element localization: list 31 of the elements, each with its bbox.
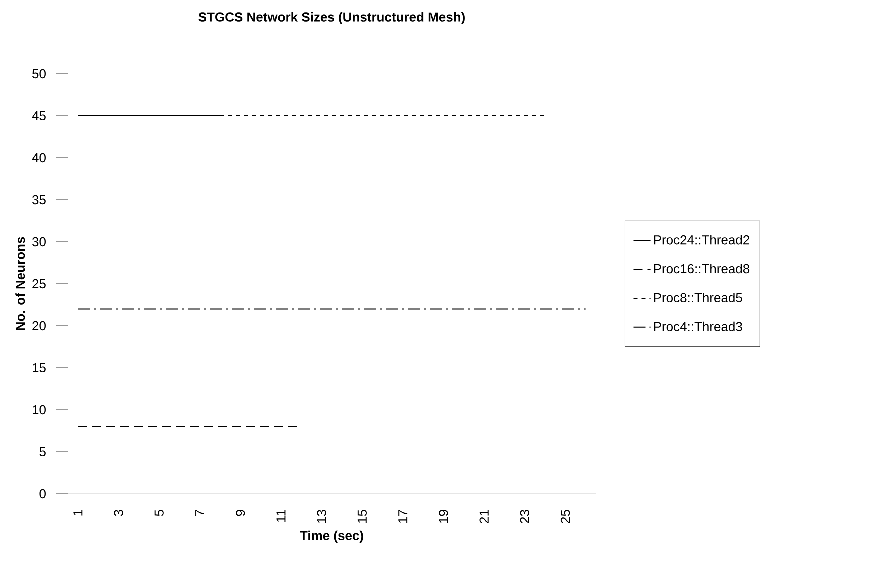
y-tick-label: 0	[40, 489, 46, 499]
x-tick-label: 5	[154, 510, 164, 516]
y-tick-label: 35	[32, 195, 46, 205]
y-tick-label: 40	[32, 153, 46, 163]
x-tick-label: 1	[74, 510, 83, 516]
y-tick-label: 10	[32, 405, 46, 415]
x-tick-label: 25	[560, 510, 570, 524]
y-tick-label: 30	[32, 237, 46, 247]
y-tick-label: 50	[32, 69, 46, 79]
y-tick-label: 25	[32, 279, 46, 289]
x-tick-label: 17	[398, 510, 408, 524]
y-tick-label: 5	[40, 447, 46, 457]
x-tick-label: 3	[114, 510, 124, 516]
legend-label: Proc4::Thread3	[654, 322, 742, 332]
x-tick-label: 13	[317, 510, 326, 524]
y-tick-label: 15	[32, 363, 46, 373]
y-tick-label: 20	[32, 321, 46, 331]
x-tick-label: 21	[480, 510, 489, 524]
x-tick-label: 9	[236, 510, 246, 516]
x-tick-label: 11	[276, 510, 286, 522]
x-tick-label: 23	[520, 510, 530, 524]
legend-label: Proc16::Thread8	[654, 264, 750, 274]
x-tick-label: 19	[439, 510, 448, 524]
y-axis-title: No. of Neurons	[16, 237, 26, 330]
legend-label: Proc24::Thread2	[654, 235, 750, 245]
x-axis-title: Time (sec)	[300, 530, 364, 543]
y-tick-label: 45	[32, 111, 46, 121]
chart-title: STGCS Network Sizes (Unstructured Mesh)	[198, 12, 465, 24]
x-tick-label: 15	[358, 510, 367, 524]
legend-label: Proc8::Thread5	[654, 292, 742, 303]
x-tick-label: 7	[196, 510, 204, 516]
